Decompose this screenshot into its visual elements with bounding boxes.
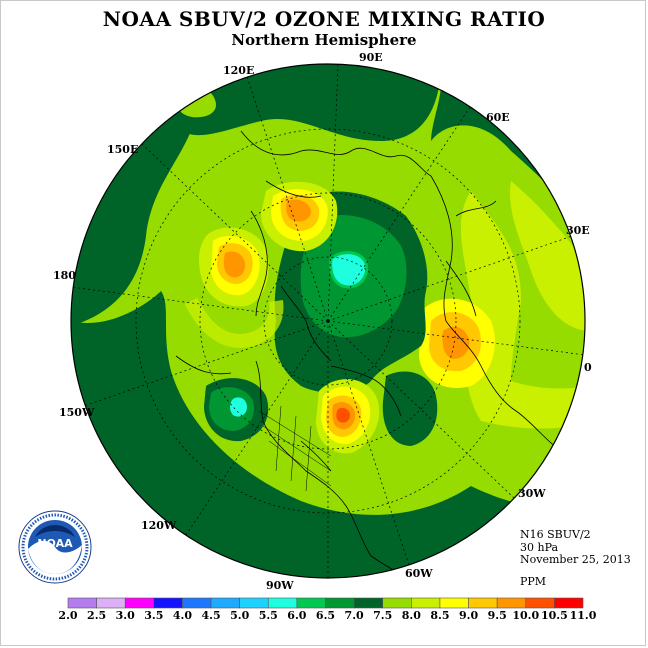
legend-tick-label: 3.0 [115, 609, 135, 622]
legend-swatch [182, 597, 212, 609]
legend-tick-label: 7.5 [373, 609, 393, 622]
lon-label-90e: 90E [359, 51, 383, 64]
legend-swatch [353, 597, 384, 609]
logo-text: NOAA [37, 537, 73, 550]
lon-label-30e: 30E [566, 224, 590, 237]
legend-swatch [382, 597, 412, 609]
legend-tick-label: 6.0 [287, 609, 307, 622]
map-subtitle: Northern Hemisphere [231, 31, 417, 49]
legend-tick-label: 3.5 [144, 609, 164, 622]
legend-tick-label: 5.0 [230, 609, 250, 622]
lon-label-120e: 120E [223, 64, 255, 77]
instrument-label: N16 SBUV/2 [520, 528, 591, 541]
legend-swatch [124, 597, 155, 609]
legend-swatch [554, 597, 584, 609]
legend-swatch [267, 597, 298, 609]
legend-swatch [153, 597, 183, 609]
lon-label-30w: 30W [518, 487, 546, 500]
legend-tick-label: 7.0 [344, 609, 364, 622]
legend-tick-label: 8.5 [430, 609, 450, 622]
legend-tick-label: 10.5 [540, 609, 568, 622]
legend-tick-label: 2.0 [58, 609, 78, 622]
legend-swatch [325, 597, 355, 609]
state-borders [258, 405, 332, 492]
color-legend [67, 597, 584, 609]
legend-tick-label: 4.0 [172, 609, 193, 622]
legend-swatch [468, 597, 498, 609]
legend-swatch [525, 597, 555, 609]
lon-label-60e: 60E [486, 111, 510, 124]
map-title: NOAA SBUV/2 OZONE MIXING RATIO [102, 7, 546, 31]
legend-swatch [496, 597, 527, 609]
legend-swatch [439, 597, 469, 609]
legend-swatch [67, 597, 97, 609]
legend-swatch [239, 597, 269, 609]
lon-label-90w: 90W [266, 579, 294, 592]
noaa-logo: NOAA [18, 510, 92, 584]
legend-swatch [296, 597, 326, 609]
map-boundary [70, 63, 586, 579]
legend-tick-label: 9.0 [458, 609, 479, 622]
lon-label-150e: 150E [107, 143, 139, 156]
units-label: PPM [520, 575, 547, 588]
lon-label-150w: 150W [59, 406, 95, 419]
lon-label-180: 180 [53, 269, 76, 282]
lon-label-120w: 120W [141, 519, 177, 532]
date-label: November 25, 2013 [520, 553, 631, 566]
legend-swatch [96, 597, 126, 609]
legend-tick-label: 8.0 [401, 609, 421, 622]
legend-tick-label: 11.0 [569, 609, 597, 622]
legend-tick-label: 5.5 [258, 609, 278, 622]
lon-label-0: 0 [584, 361, 592, 374]
legend-tick-label: 2.5 [87, 609, 107, 622]
legend-tick-label: 10.0 [512, 609, 540, 622]
product-info: N16 SBUV/2 30 hPa November 25, 2013 [520, 528, 631, 567]
legend-swatch [411, 597, 441, 609]
graticule [70, 63, 586, 578]
legend-tick-label: 4.5 [201, 609, 221, 622]
legend-tick-label: 6.5 [315, 609, 336, 622]
lon-label-60w: 60W [405, 567, 433, 580]
legend-swatch [210, 597, 240, 609]
legend-tick-label: 9.5 [487, 609, 507, 622]
pressure-level-label: 30 hPa [520, 540, 559, 554]
